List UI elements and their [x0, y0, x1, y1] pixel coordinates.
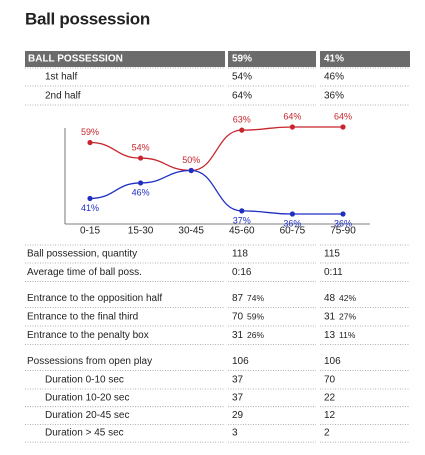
data-point [87, 195, 93, 202]
data-point [340, 211, 346, 217]
header-bar [320, 51, 410, 67]
team1-value: 118 [232, 249, 248, 260]
header-team1: 59% [232, 54, 252, 65]
data-label: 36% [283, 218, 301, 228]
team2-value: 12 [324, 410, 336, 421]
data-label: 54% [132, 142, 150, 152]
row-label: Entrance to the final third [27, 312, 138, 323]
team1-value: 29 [232, 410, 244, 421]
team2-value: 22 [324, 392, 336, 403]
team2-value: 36% [324, 91, 344, 102]
row-label: Ball possession, quantity [27, 249, 137, 260]
page-title: Ball possession [25, 9, 150, 28]
row-label: Possessions from open play [27, 356, 152, 367]
header-bar [228, 51, 316, 67]
row-label: Entrance to the penalty box [27, 330, 149, 341]
row-label: Duration 10-20 sec [45, 392, 130, 403]
x-tick-label: 60-75 [280, 226, 306, 237]
team1-share: 26% [247, 330, 264, 340]
series-line [89, 169, 343, 215]
header-team2: 41% [324, 54, 344, 65]
series-line [89, 126, 343, 172]
team2-value: 13 [324, 330, 336, 341]
team1-value: 54% [232, 72, 252, 83]
data-point [289, 124, 295, 130]
data-point [340, 124, 346, 130]
data-label: 37% [233, 215, 251, 225]
x-tick-label: 15-30 [128, 226, 154, 237]
data-point [239, 127, 245, 133]
team2-share: 27% [339, 311, 356, 321]
data-point [138, 155, 144, 161]
team1-value: 87 [232, 293, 244, 304]
team2-share: 42% [339, 293, 356, 303]
data-label: 46% [132, 187, 150, 197]
row-label: 1st half [45, 72, 77, 83]
data-point [87, 139, 93, 146]
data-point [188, 167, 194, 174]
x-tick-label: 75-90 [330, 226, 356, 237]
team2-value: 0:11 [324, 267, 343, 278]
team2-share: 11% [339, 330, 356, 340]
team1-value: 31 [232, 330, 244, 341]
x-tick-label: 30-45 [178, 226, 204, 237]
team2-value: 31 [324, 312, 336, 323]
data-label: 50% [182, 155, 200, 165]
row-label: Average time of ball poss. [27, 267, 142, 278]
data-point [289, 211, 295, 217]
team2-value: 115 [324, 249, 340, 260]
data-point [239, 208, 245, 214]
data-label: 59% [81, 127, 99, 137]
data-label: 36% [334, 218, 352, 228]
row-label: 2nd half [45, 91, 81, 102]
team1-share: 59% [247, 311, 264, 321]
team1-value: 64% [232, 91, 252, 102]
team1-share: 74% [247, 293, 264, 303]
header-label: BALL POSSESSION [28, 54, 123, 65]
data-label: 63% [233, 114, 251, 124]
team2-value: 46% [324, 72, 344, 83]
team2-value: 48 [324, 293, 336, 304]
row-label: Duration 20-45 sec [45, 410, 130, 421]
data-point [138, 180, 144, 186]
team1-value: 70 [232, 312, 244, 323]
team2-value: 2 [324, 428, 330, 439]
row-label: Duration > 45 sec [45, 428, 124, 439]
data-label: 64% [334, 111, 352, 121]
header-bar [25, 51, 225, 67]
team1-value: 0:16 [232, 267, 252, 278]
x-tick-label: 0-15 [80, 226, 100, 237]
team2-value: 106 [324, 356, 341, 367]
team1-value: 37 [232, 392, 244, 403]
team1-value: 106 [232, 356, 249, 367]
row-label: Duration 0-10 sec [45, 375, 124, 386]
data-label: 41% [81, 203, 99, 213]
team1-value: 3 [232, 428, 238, 439]
team2-value: 70 [324, 375, 336, 386]
x-tick-label: 45-60 [229, 226, 255, 237]
data-label: 64% [283, 111, 301, 121]
team1-value: 37 [232, 375, 244, 386]
row-label: Entrance to the opposition half [27, 293, 162, 304]
